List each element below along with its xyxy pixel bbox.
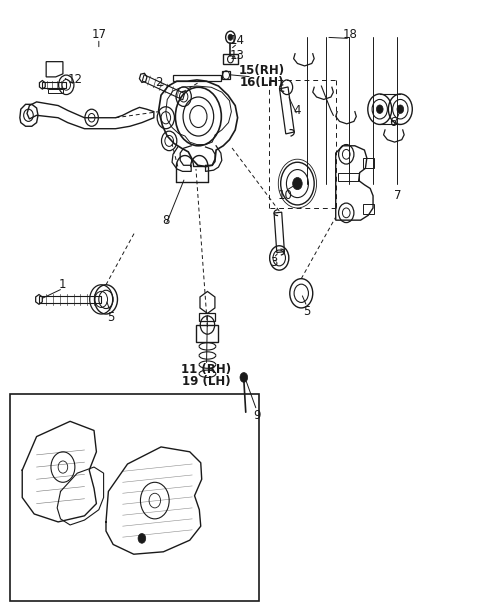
Bar bbox=[10, 394, 259, 601]
Text: 17: 17 bbox=[91, 27, 106, 41]
Circle shape bbox=[240, 373, 248, 382]
Text: 16(LH): 16(LH) bbox=[240, 76, 284, 89]
Text: 5: 5 bbox=[107, 311, 114, 324]
Text: 13: 13 bbox=[230, 49, 245, 62]
Text: 19 (LH): 19 (LH) bbox=[182, 375, 231, 388]
Text: 7: 7 bbox=[394, 189, 402, 202]
Circle shape bbox=[293, 177, 302, 189]
Circle shape bbox=[397, 105, 404, 114]
Text: 4: 4 bbox=[294, 104, 301, 117]
Circle shape bbox=[138, 533, 146, 543]
Text: 2: 2 bbox=[155, 76, 162, 89]
Text: 6: 6 bbox=[389, 116, 397, 129]
Text: 1: 1 bbox=[59, 277, 67, 291]
Text: 8: 8 bbox=[162, 214, 169, 227]
Text: 3: 3 bbox=[270, 257, 277, 269]
Text: 18: 18 bbox=[343, 27, 358, 41]
Text: 14: 14 bbox=[230, 34, 245, 47]
Text: 5: 5 bbox=[303, 305, 311, 318]
Text: 10: 10 bbox=[278, 189, 293, 202]
Text: 15(RH): 15(RH) bbox=[239, 64, 285, 78]
Text: 11 (RH): 11 (RH) bbox=[181, 363, 231, 376]
Circle shape bbox=[376, 105, 383, 114]
Text: 9: 9 bbox=[253, 409, 261, 422]
Text: 12: 12 bbox=[67, 73, 83, 86]
Circle shape bbox=[228, 34, 233, 40]
